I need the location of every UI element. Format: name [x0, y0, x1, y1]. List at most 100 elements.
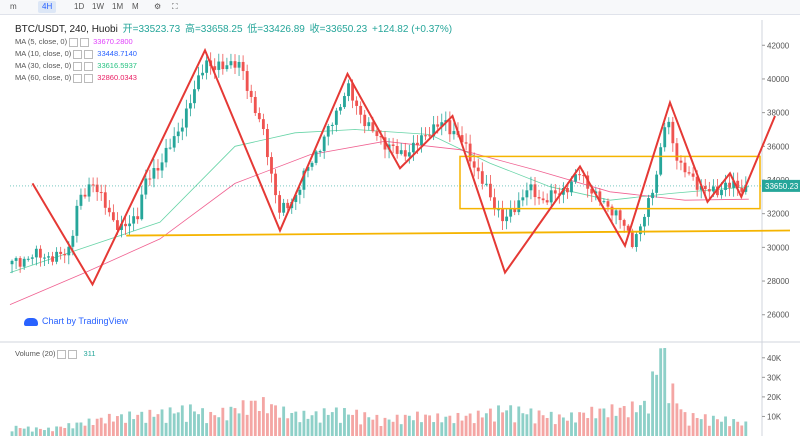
volume-bar [124, 422, 127, 436]
open-value: 开=33523.73 [122, 24, 181, 35]
volume-bar [456, 412, 460, 436]
volume-bar [626, 417, 630, 436]
volume-bar [606, 417, 610, 436]
candle [63, 253, 67, 256]
candle [322, 136, 326, 152]
volume-bar [290, 412, 294, 436]
volume-bar [298, 422, 302, 436]
candle [229, 61, 233, 66]
volume-bar [691, 413, 695, 436]
volume-bar [703, 414, 707, 436]
candle [233, 61, 237, 68]
ma-legend-row[interactable]: MA (60, close, 0) 32860.0343 [15, 72, 137, 83]
volume-bar [241, 400, 245, 436]
volume-bar [103, 423, 107, 436]
settings-icon[interactable] [84, 73, 94, 83]
candle [440, 122, 444, 127]
volume-bar [237, 413, 241, 436]
timeframe-1m-button[interactable]: 1M [112, 2, 124, 11]
settings-icon[interactable] [80, 37, 90, 47]
volume-bar [428, 415, 432, 436]
candle [103, 192, 107, 208]
toolbar-item-indicators[interactable]: M [132, 2, 139, 11]
volume-bar [75, 422, 79, 436]
tradingview-watermark[interactable]: Chart by TradingView [24, 316, 128, 326]
volume-bar [318, 422, 322, 436]
ma-legend-row[interactable]: MA (10, close, 0) 33448.7140 [15, 48, 137, 59]
settings-icon[interactable]: ⚙ [154, 2, 162, 11]
volume-bar [306, 418, 310, 436]
candle [626, 225, 630, 231]
candle [184, 108, 188, 128]
candle [493, 197, 496, 210]
volume-bar [205, 423, 209, 436]
volume-bar [144, 422, 148, 436]
toolbar-item-m[interactable]: m [10, 2, 17, 11]
volume-bar [188, 404, 192, 436]
low-value: 低=33426.89 [247, 24, 305, 35]
volume-bar [594, 418, 598, 436]
candle [237, 61, 241, 68]
volume-bar [391, 421, 395, 436]
candle [468, 143, 472, 162]
ma-legend-row[interactable]: MA (30, close, 0) 33616.5937 [15, 60, 137, 71]
chart-canvas[interactable]: 2600028000300003200034000360003800040000… [0, 14, 800, 438]
candle [379, 136, 383, 138]
high-value: 高=33658.25 [184, 24, 243, 35]
timeframe-4h-button[interactable]: 4H [38, 1, 57, 13]
volume-bar [363, 412, 367, 436]
volume-bar [549, 411, 553, 436]
candle [245, 71, 249, 91]
volume-bar [168, 407, 172, 436]
candle [679, 160, 683, 163]
candle [448, 120, 452, 135]
visibility-toggle-icon[interactable] [73, 49, 83, 59]
settings-icon[interactable] [84, 61, 94, 71]
symbol-label[interactable]: BTC/USDT, 240, Huobi [15, 24, 118, 35]
candle [638, 226, 642, 235]
volume-bar [505, 410, 509, 436]
volume-tick-label: 20K [767, 393, 782, 402]
timeframe-1d-button[interactable]: 1D [74, 2, 85, 11]
volume-bar [638, 405, 642, 436]
candle [34, 248, 38, 258]
candle [59, 251, 63, 254]
volume-bar [347, 414, 350, 436]
volume-bar [399, 424, 403, 436]
ma-legend-row[interactable]: MA (5, close, 0) 33670.2800 [15, 36, 133, 47]
fullscreen-icon[interactable]: ⛶ [172, 2, 178, 11]
volume-bar [566, 420, 569, 436]
volume-tick-label: 10K [767, 412, 782, 421]
candle [411, 142, 415, 153]
candle [525, 190, 529, 198]
visibility-toggle-icon[interactable] [69, 37, 79, 47]
candle [95, 184, 99, 193]
timeframe-1w-button[interactable]: 1W [92, 2, 104, 11]
visibility-toggle-icon[interactable] [57, 349, 67, 359]
volume-bar [221, 407, 225, 436]
candle [513, 208, 517, 213]
candle [79, 194, 83, 206]
volume-bar [201, 408, 204, 436]
volume-bar [99, 417, 103, 436]
settings-icon[interactable] [84, 49, 94, 59]
candle [420, 135, 423, 146]
visibility-toggle-icon[interactable] [73, 61, 83, 71]
candle [428, 135, 432, 137]
candle [205, 60, 209, 73]
visibility-toggle-icon[interactable] [73, 73, 83, 83]
candle [732, 180, 736, 188]
volume-bar [22, 428, 26, 436]
y-tick-label: 38000 [767, 109, 790, 118]
volume-bar [732, 419, 736, 436]
settings-icon[interactable] [68, 349, 78, 359]
volume-bar [728, 426, 732, 436]
volume-bar [225, 420, 229, 436]
candle [452, 131, 456, 135]
toolbar: m 4H 1D 1W 1M M ⚙ ⛶ [0, 0, 800, 15]
candle [655, 174, 659, 193]
candle [310, 162, 314, 167]
candle [436, 124, 440, 127]
candle [691, 173, 695, 177]
volume-bar [95, 418, 99, 436]
